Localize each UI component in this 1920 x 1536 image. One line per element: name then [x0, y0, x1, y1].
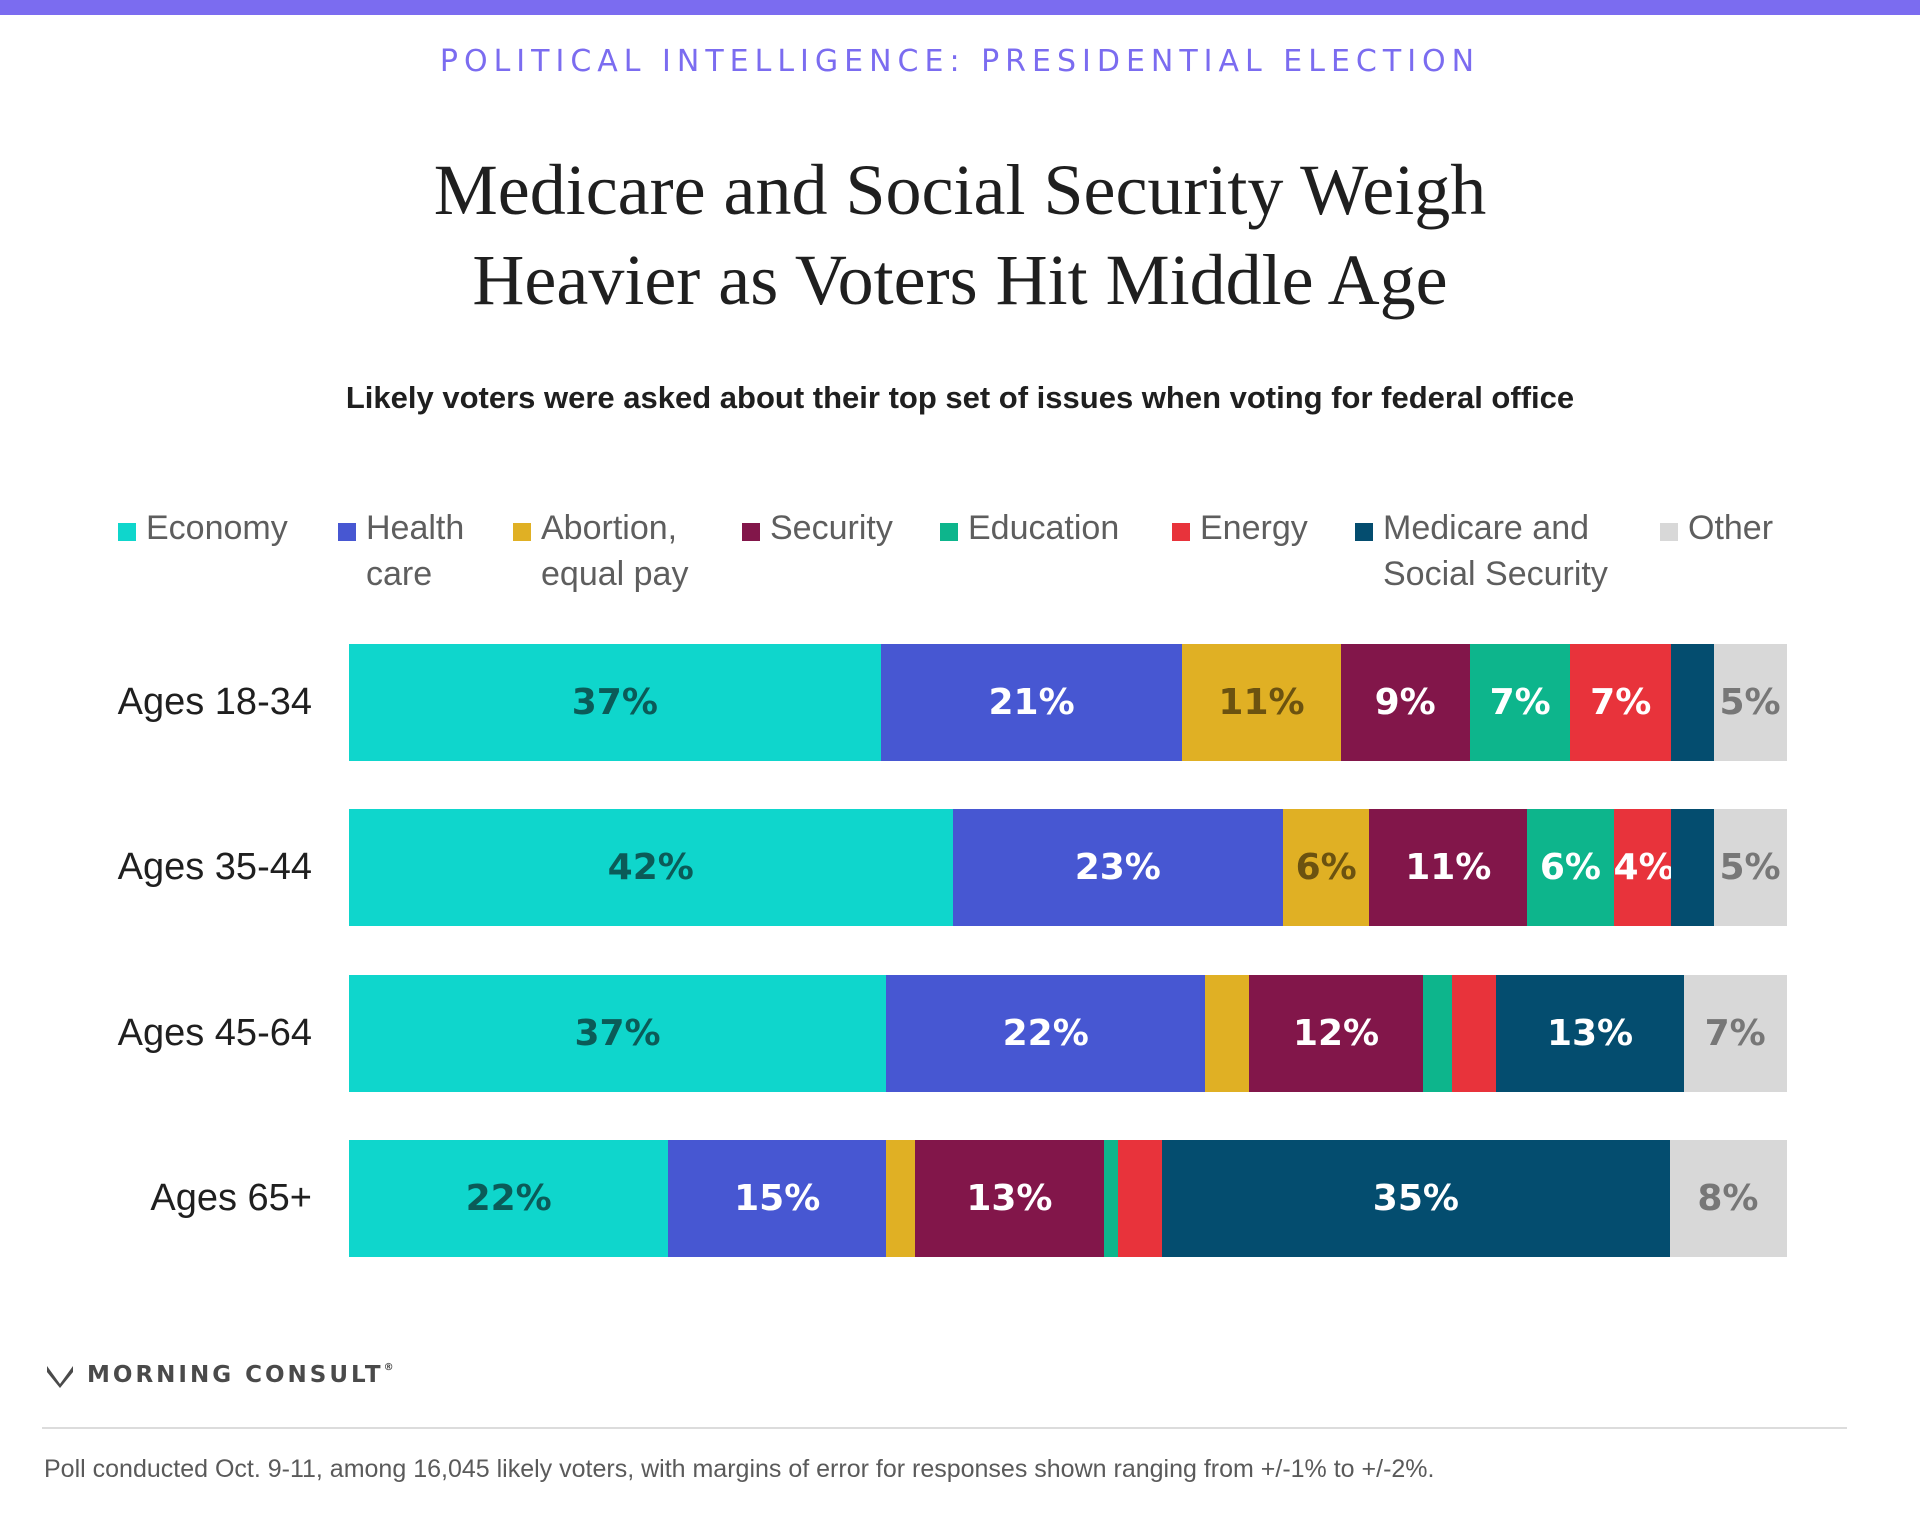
footnote: Poll conducted Oct. 9-11, among 16,045 l…: [44, 1455, 1435, 1483]
legend-label: Medicare and Social Security: [1383, 509, 1608, 593]
data-label: 37%: [571, 682, 658, 723]
bar-segment: [349, 1140, 669, 1257]
data-label: 37%: [574, 1013, 661, 1054]
data-label: 6%: [1295, 847, 1357, 888]
bar-segment: [1527, 809, 1615, 926]
bar-segment: [952, 809, 1284, 926]
data-label: 22%: [465, 1178, 552, 1219]
data-label: 7%: [1590, 682, 1652, 723]
legend-item: Economy: [118, 505, 288, 551]
bar-segment: [1669, 1140, 1787, 1257]
brand-name: MORNING CONSULT®: [87, 1362, 397, 1388]
bar-segment: [1161, 1140, 1671, 1257]
bar-segment: [1248, 975, 1424, 1092]
bar-segment: [1671, 644, 1715, 761]
bar-segment: [1613, 809, 1672, 926]
data-label: 23%: [1074, 847, 1161, 888]
bar-segment: [1684, 975, 1787, 1092]
bar-segment: [1714, 644, 1787, 761]
kicker: POLITICAL INTELLIGENCE: PRESIDENTIAL ELE…: [439, 44, 1481, 79]
bar-segment: [1103, 1140, 1119, 1257]
legend-item: Health care: [338, 505, 464, 597]
legend-item: Education: [940, 505, 1119, 551]
row-label: Ages 35-44: [117, 846, 312, 888]
data-label: 6%: [1539, 847, 1601, 888]
bar-segment: [349, 809, 954, 926]
data-label: 13%: [1546, 1013, 1634, 1054]
legend-swatch: [1660, 523, 1678, 541]
data-label: 22%: [1002, 1013, 1089, 1054]
bar-segment: [1182, 644, 1342, 761]
row-label: Ages 45-64: [117, 1012, 312, 1054]
bar-segment: [1283, 809, 1370, 926]
legend-label: Education: [968, 509, 1120, 547]
legend: Economy Health care Abortion, equal pay Sec…: [0, 505, 1920, 605]
footer-divider: [42, 1427, 1847, 1429]
legend-swatch: [338, 523, 356, 541]
legend-label: Energy: [1200, 509, 1308, 547]
legend-swatch: [940, 523, 958, 541]
data-label: 35%: [1372, 1178, 1459, 1219]
legend-item: Other: [1660, 505, 1773, 551]
legend-swatch: [1172, 523, 1190, 541]
row-label: Ages 65+: [150, 1177, 312, 1219]
bar-segment: [886, 1140, 916, 1257]
legend-item: Abortion, equal pay: [513, 505, 688, 597]
bar-segment: [1714, 809, 1787, 926]
legend-label: Other: [1688, 509, 1774, 547]
bar-segment: [1340, 644, 1471, 761]
data-label: 21%: [988, 682, 1075, 723]
bar-segment: [1495, 975, 1685, 1092]
legend-swatch: [742, 523, 760, 541]
bar-segment: [886, 975, 1206, 1092]
chart-subtitle: Likely voters were asked about their top…: [345, 380, 1575, 415]
bar-segment: [1570, 644, 1672, 761]
legend-label: Security: [770, 509, 893, 547]
data-label: 7%: [1489, 682, 1551, 723]
legend-swatch: [1355, 523, 1373, 541]
bar-segment: [349, 644, 882, 761]
legend-item: Energy: [1172, 505, 1308, 551]
bar-segment: [349, 975, 887, 1092]
data-label: 11%: [1405, 847, 1492, 888]
data-label: 8%: [1697, 1178, 1759, 1219]
data-label: 11%: [1218, 682, 1305, 723]
bar-segment: [1671, 809, 1715, 926]
chart-title-line-2: Heavier as Voters Hit Middle Age: [472, 240, 1448, 320]
row-label: Ages 18-34: [117, 681, 312, 723]
bar-segment: [1452, 975, 1497, 1092]
legend-item: Medicare and Social Security: [1355, 505, 1608, 597]
legend-item: Security: [742, 505, 893, 551]
morning-consult-logo-icon: [47, 1366, 73, 1388]
bar-segment: [880, 644, 1184, 761]
brand-logo: MORNING CONSULT®: [45, 1362, 397, 1388]
data-label: 15%: [734, 1178, 821, 1219]
legend-swatch: [513, 523, 531, 541]
bar-segment: [1205, 975, 1250, 1092]
data-label: 4%: [1613, 847, 1675, 888]
legend-swatch: [118, 523, 136, 541]
chart-title: Medicare and Social Security Weigh Heavi…: [0, 145, 1920, 325]
data-label: 5%: [1719, 682, 1781, 723]
legend-label: Abortion, equal pay: [541, 509, 689, 593]
bar-segment: [668, 1140, 887, 1257]
data-label: 13%: [966, 1178, 1053, 1219]
data-label: 5%: [1719, 847, 1781, 888]
data-label: 9%: [1374, 682, 1436, 723]
data-label: 12%: [1292, 1013, 1380, 1054]
top-accent-bar: [0, 0, 1920, 15]
bar-segment: [915, 1140, 1105, 1257]
bar-segment: [1423, 975, 1453, 1092]
legend-label: Economy: [146, 509, 288, 547]
bar-segment: [1469, 644, 1572, 761]
legend-label: Health care: [366, 509, 465, 593]
data-label: 7%: [1704, 1013, 1766, 1054]
data-label: 42%: [607, 847, 694, 888]
chart-title-line-1: Medicare and Social Security Weigh: [433, 150, 1487, 230]
bar-segment: [1369, 809, 1528, 926]
bar-segment: [1118, 1140, 1163, 1257]
